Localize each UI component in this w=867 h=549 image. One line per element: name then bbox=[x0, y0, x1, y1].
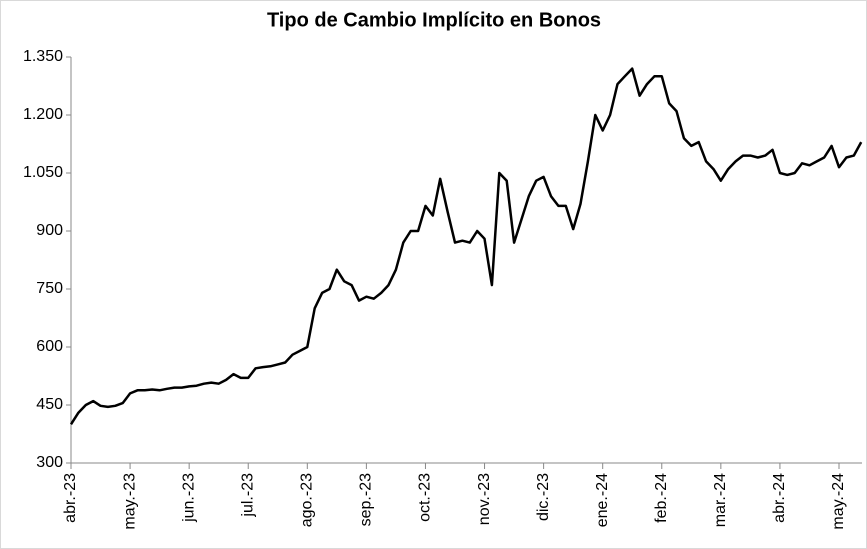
x-tick-label: feb.-24 bbox=[653, 473, 670, 523]
y-tick-label: 900 bbox=[36, 222, 63, 239]
x-tick-label: ene.-24 bbox=[594, 473, 611, 527]
x-tick-label: abr.-24 bbox=[771, 473, 788, 523]
y-tick-label: 750 bbox=[36, 280, 63, 297]
x-tick-label: may.-23 bbox=[121, 473, 138, 530]
x-tick-label: nov.-23 bbox=[476, 473, 493, 525]
x-tick-label: jul.-23 bbox=[239, 473, 256, 518]
line-series bbox=[69, 67, 863, 425]
y-tick-label: 600 bbox=[36, 338, 63, 355]
x-tick-label: sep.-23 bbox=[358, 473, 375, 526]
x-tick-label: abr.-23 bbox=[62, 473, 79, 523]
x-tick-label: ago.-23 bbox=[299, 473, 316, 527]
y-tick-label: 300 bbox=[36, 454, 63, 471]
y-tick-label: 450 bbox=[36, 396, 63, 413]
y-tick-label: 1.350 bbox=[23, 48, 63, 65]
y-tick-label: 1.200 bbox=[23, 106, 63, 123]
chart-title: Tipo de Cambio Implícito en Bonos bbox=[267, 9, 601, 31]
x-tick-label: dic.-23 bbox=[535, 473, 552, 521]
x-tick-label: jun.-23 bbox=[180, 473, 197, 523]
x-tick-label: may.-24 bbox=[830, 473, 847, 530]
x-tick-label: oct.-23 bbox=[417, 473, 434, 522]
y-tick-label: 1.050 bbox=[23, 164, 63, 181]
x-tick-label: mar.-24 bbox=[712, 473, 729, 527]
